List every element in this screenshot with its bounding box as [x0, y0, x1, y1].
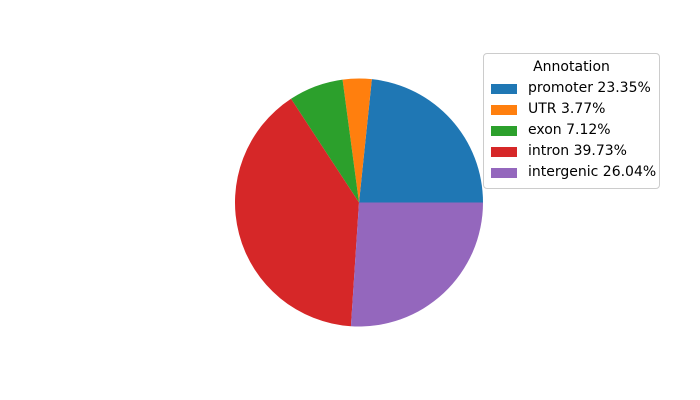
legend-item-label: intron 39.73%	[528, 143, 627, 159]
legend: Annotation promoter 23.35% UTR 3.77% exo…	[483, 53, 660, 189]
legend-title: Annotation	[533, 59, 610, 75]
legend-item: promoter 23.35%	[491, 78, 652, 99]
legend-item: exon 7.12%	[491, 120, 652, 141]
pie-slice-promoter	[359, 79, 483, 203]
legend-item: intergenic 26.04%	[491, 162, 656, 183]
legend-swatch-exon	[491, 125, 517, 136]
legend-item-label: UTR 3.77%	[528, 101, 606, 117]
legend-item-label: promoter 23.35%	[528, 80, 651, 96]
pie-slices	[234, 78, 483, 327]
legend-item-label: intergenic 26.04%	[528, 164, 657, 180]
legend-item-label: exon 7.12%	[528, 122, 611, 138]
legend-swatch-intergenic	[491, 167, 517, 178]
legend-swatch-utr	[491, 104, 517, 115]
legend-swatch-promoter	[491, 83, 517, 94]
legend-swatch-intron	[491, 146, 517, 157]
pie-slice-intron	[234, 98, 359, 327]
pie-slice-UTR	[342, 78, 372, 203]
pie-slice-exon	[291, 79, 359, 203]
legend-item: UTR 3.77%	[491, 99, 652, 120]
legend-item: intron 39.73%	[491, 141, 652, 162]
pie-slice-intergenic	[350, 202, 483, 327]
